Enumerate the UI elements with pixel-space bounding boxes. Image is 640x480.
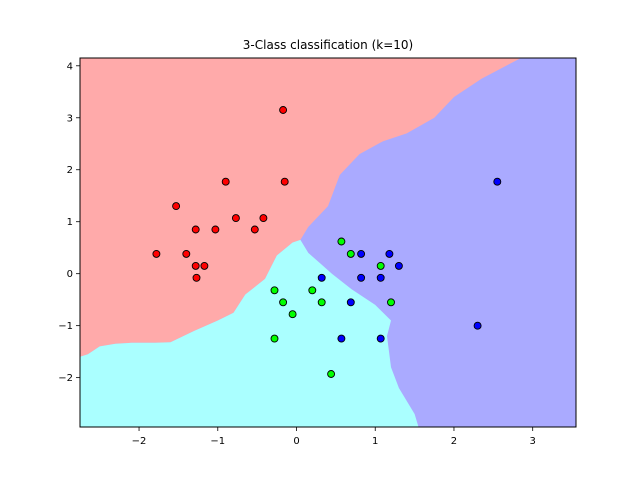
data-point-green: [327, 370, 336, 378]
data-point-blue: [376, 273, 385, 282]
data-point-red: [259, 214, 268, 223]
y-tick-label: 1: [67, 217, 73, 228]
y-tick-label: −2: [58, 373, 73, 384]
data-point-red: [221, 177, 230, 186]
chart-title: 3-Class classification (k=10): [243, 38, 413, 52]
x-tick-label: −2: [132, 436, 147, 447]
data-point-blue: [337, 334, 346, 343]
x-tick-label: 0: [293, 436, 299, 447]
data-point-red: [182, 249, 191, 258]
data-point-red: [231, 214, 240, 223]
decision-region-red: [80, 58, 521, 357]
data-point-green: [346, 249, 355, 258]
x-tick-label: −1: [210, 436, 225, 447]
data-point-blue: [357, 249, 366, 258]
data-point-red: [152, 249, 161, 258]
y-tick-label: 0: [67, 269, 73, 280]
x-tick-label: 2: [451, 436, 457, 447]
data-point-blue: [376, 334, 385, 343]
y-tick-label: 3: [67, 113, 73, 124]
x-tick-label: 1: [372, 436, 378, 447]
y-tick-label: 2: [67, 165, 73, 176]
x-tick-label: 3: [530, 436, 536, 447]
data-point-red: [192, 273, 201, 282]
data-point-green: [270, 286, 279, 295]
data-point-red: [250, 225, 259, 234]
data-point-red: [172, 202, 181, 211]
y-axis: −2 −1 0 1 2 3 4: [58, 61, 80, 384]
data-point-green: [337, 237, 346, 246]
data-point-green: [376, 261, 385, 270]
data-point-green: [279, 298, 288, 307]
data-point-red: [191, 261, 200, 270]
data-point-green: [387, 298, 395, 307]
y-tick-label: −1: [58, 321, 73, 332]
data-point-red: [211, 225, 220, 234]
y-tick-label: 4: [67, 61, 73, 72]
data-point-green: [308, 286, 317, 295]
data-point-blue: [346, 298, 355, 307]
data-point-green: [288, 310, 297, 319]
data-point-red: [280, 177, 289, 186]
data-point-blue: [394, 261, 403, 270]
data-point-green: [270, 334, 279, 343]
decision-region-cyan: [80, 239, 419, 427]
data-point-blue: [385, 249, 394, 258]
data-point-blue: [473, 321, 482, 330]
plot-frame: [79, 57, 577, 428]
x-axis: −2 −1 0 1 2 3: [132, 427, 536, 447]
data-point-blue: [317, 273, 326, 282]
data-point-red: [191, 225, 200, 234]
plot-area: [80, 58, 576, 427]
data-point-red: [200, 261, 209, 270]
data-point-blue: [357, 273, 366, 282]
data-point-blue: [493, 177, 502, 186]
data-point-red: [279, 106, 288, 114]
data-point-green: [317, 298, 326, 307]
